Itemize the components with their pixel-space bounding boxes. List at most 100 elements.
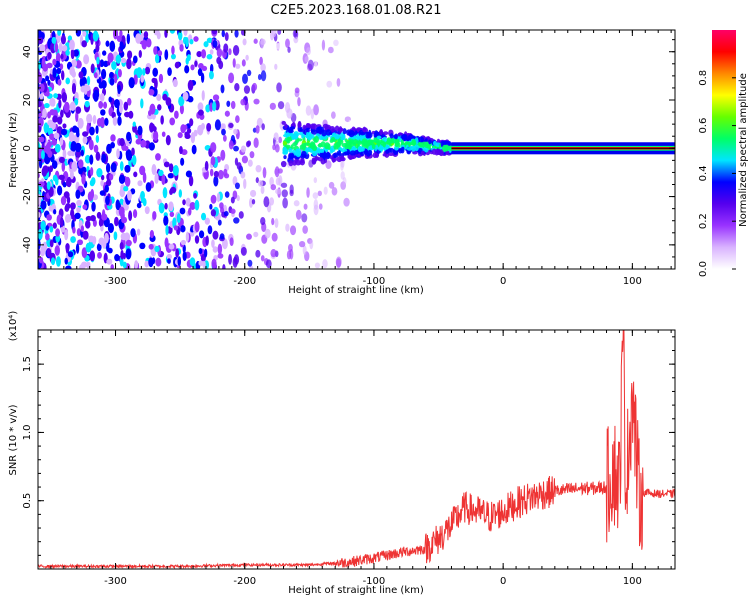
colorbar: 0.0 0.2 0.4 0.6 0.8 Normalized spectral ampl… <box>698 30 749 277</box>
heatmap-noise-cell <box>47 150 53 158</box>
heatmap-noise-cell <box>42 63 49 72</box>
heatmap-band-cell <box>438 149 444 157</box>
heatmap-band-cell <box>382 153 387 157</box>
heatmap-noise-cell <box>185 170 193 178</box>
heatmap-noise-cell <box>89 250 96 262</box>
heatmap-noise-cell <box>151 163 157 176</box>
heatmap-band-cell <box>361 138 368 145</box>
heatmap-noise-cell <box>100 116 105 128</box>
heatmap-noise-cell <box>152 67 159 77</box>
snr-y-tick-label: 1.5 <box>22 356 33 372</box>
heatmap-noise-cell <box>222 264 226 269</box>
heatmap-noise-cell <box>113 98 120 109</box>
heatmap-noise-cell <box>204 217 210 225</box>
heatmap-band-cell <box>360 151 364 157</box>
heatmap-noise-cell <box>258 47 262 56</box>
heatmap-noise-cell <box>140 190 145 200</box>
heatmap-noise-cell <box>102 50 107 56</box>
heatmap-band-cell <box>288 148 293 153</box>
heatmap-noise-cell <box>98 219 103 227</box>
heatmap-noise-cell <box>210 156 216 166</box>
heatmap-noise-cell <box>84 100 90 108</box>
heatmap-noise-cell <box>71 59 78 68</box>
heatmap-noise-cell <box>154 78 158 90</box>
heatmap-noise-cell <box>216 192 221 203</box>
heatmap-noise-cell <box>185 36 189 48</box>
heatmap-noise-cell <box>222 238 228 250</box>
heatmap-noise-cell <box>96 243 102 252</box>
heatmap-noise-cell <box>169 117 176 126</box>
heatmap-band-cell <box>342 151 347 156</box>
heatmap-band-cell <box>341 143 348 148</box>
heatmap-noise-cell <box>123 185 129 192</box>
heatmap-noise-cell <box>139 242 146 250</box>
heatmap-noise-cell <box>146 113 153 120</box>
heatmap-noise-cell <box>145 182 152 192</box>
heatmap-noise-cell <box>117 69 122 78</box>
heatmap-noise-cell <box>209 102 214 112</box>
heatmap-noise-cell <box>42 108 47 119</box>
heatmap-noise-cell <box>136 202 142 209</box>
heatmap-noise-cell <box>194 60 198 67</box>
heatmap-noise-cell <box>240 98 246 106</box>
heatmap-noise-cell <box>193 36 199 42</box>
heatmap-noise-cell <box>98 100 104 109</box>
heatmap-noise-cell <box>80 85 87 93</box>
heatmap-band-cell <box>374 130 379 138</box>
heatmap-band-cell <box>348 130 355 138</box>
heatmap-band-cell <box>348 154 353 161</box>
heatmap-noise-cell <box>242 38 247 46</box>
heatmap-noise-cell <box>165 224 169 236</box>
heatmap-noise-cell <box>249 151 255 159</box>
heatmap-noise-cell <box>134 260 139 269</box>
heatmap-noise-cell <box>43 145 47 153</box>
heatmap-noise-cell <box>294 87 300 94</box>
heatmap-noise-cell <box>58 156 66 164</box>
heatmap-noise-cell <box>108 96 113 103</box>
heatmap-noise-cell <box>140 139 147 148</box>
heatmap-noise-cell <box>84 154 91 164</box>
heatmap-noise-cell <box>132 124 138 133</box>
heatmap-noise-cell <box>164 49 169 61</box>
heatmap-noise-cell <box>336 258 342 269</box>
heatmap-noise-cell <box>40 200 47 210</box>
heatmap-noise-cell <box>246 69 252 77</box>
heatmap-noise-cell <box>221 123 226 130</box>
heatmap-noise-cell <box>217 169 224 180</box>
heatmap-noise-cell <box>205 104 211 113</box>
heatmap-noise-cell <box>234 182 240 190</box>
heatmap-band-cell <box>404 141 408 146</box>
heatmap-noise-cell <box>182 199 186 206</box>
heatmap-noise-cell <box>46 181 51 190</box>
heatmap-noise-cell <box>52 222 57 229</box>
heatmap-noise-cell <box>240 171 246 179</box>
heatmap-noise-cell <box>167 172 174 179</box>
heatmap-noise-cell <box>302 245 307 256</box>
heatmap-noise-cell <box>282 197 288 209</box>
heatmap-noise-cell <box>223 43 229 53</box>
heatmap-band-cell <box>311 158 317 165</box>
heatmap-band-cell <box>301 134 305 139</box>
heatmap-noise-cell <box>180 157 185 166</box>
heatmap-noise-cell <box>260 38 265 49</box>
heatmap-noise-cell <box>88 139 94 151</box>
heatmap-noise-cell <box>262 167 267 179</box>
heatmap-noise-cell <box>47 51 52 60</box>
heatmap-noise-cell <box>70 208 75 220</box>
snr-panel: -300 -200 -100 0 100 0.5 1.0 1.5 Height of str… <box>8 311 676 596</box>
heatmap-noise-cell <box>40 220 46 231</box>
heatmap-band-cell <box>412 151 418 155</box>
heatmap-noise-cell <box>271 217 275 226</box>
heatmap-noise-cell <box>286 108 293 119</box>
heatmap-noise-cell <box>81 247 88 259</box>
heatmap-noise-cell <box>52 174 58 182</box>
heatmap-noise-cell <box>71 82 77 95</box>
heatmap-noise-cell <box>243 85 251 94</box>
heatmap-noise-cell <box>270 249 277 258</box>
heatmap-noise-cell <box>212 230 219 240</box>
heatmap-noise-cell <box>242 73 248 85</box>
heatmap-noise-cell <box>126 97 132 106</box>
heatmap-noise-cell <box>235 115 240 124</box>
heatmap-noise-cell <box>233 128 238 135</box>
heatmap-noise-cell <box>233 145 239 152</box>
